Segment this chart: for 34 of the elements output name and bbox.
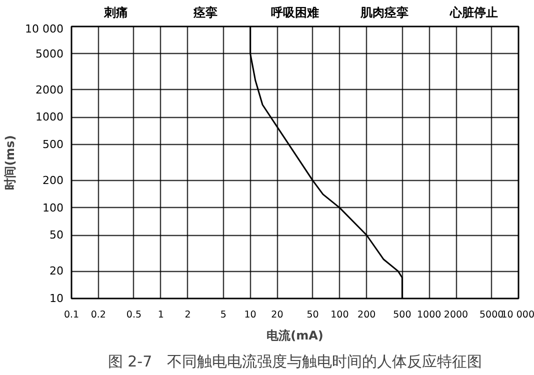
x-axis-title: 电流(mA) [266,328,324,342]
y-tick-label: 2000 [36,83,64,96]
x-tick-label: 50 [306,310,319,320]
x-tick-label: 5 [220,310,226,320]
text: 心脏停止 [448,6,498,20]
x-tick-label: 0.1 [64,310,80,320]
x-tick-label: 1000 [417,310,442,320]
x-tick-label: 100 [330,310,349,320]
y-axis-title: 时间(ms) [3,135,18,190]
y-tick-label: 10 000 [25,22,64,36]
text: 肌肉痉挛 [359,6,408,20]
x-tick-label: 200 [358,310,376,320]
text: 刺痛 [103,6,128,20]
x-tick-label: 10 [244,310,256,320]
x-tick-label: 0.5 [126,310,142,320]
text: 图 2-7 不同触电电流强度与触电时间的人体反应特征图 [108,352,482,370]
y-tick-label: 200 [42,174,64,188]
y-tick-label: 1000 [36,110,64,124]
x-tick-label: 1 [158,310,164,320]
x-tick-label: 500 [393,310,412,320]
x-tick-label: 5000 [480,310,504,320]
y-tick-label: 500 [42,138,64,151]
y-tick-label: 20 [50,264,64,278]
x-tick-label: 2 [184,310,191,320]
text: 呼吸困难 [271,6,319,20]
x-tick-label: 2000 [444,310,468,320]
y-tick-label: 50 [50,228,64,242]
x-tick-label: 0.2 [90,310,106,320]
y-tick-label: 100 [42,201,64,214]
y-tick-label: 10 [50,292,64,305]
y-tick-label: 5000 [36,47,64,60]
x-tick-label: 20 [271,310,284,320]
text: 痉挛 [192,6,218,20]
x-tick-label: 10 000 [501,310,534,320]
